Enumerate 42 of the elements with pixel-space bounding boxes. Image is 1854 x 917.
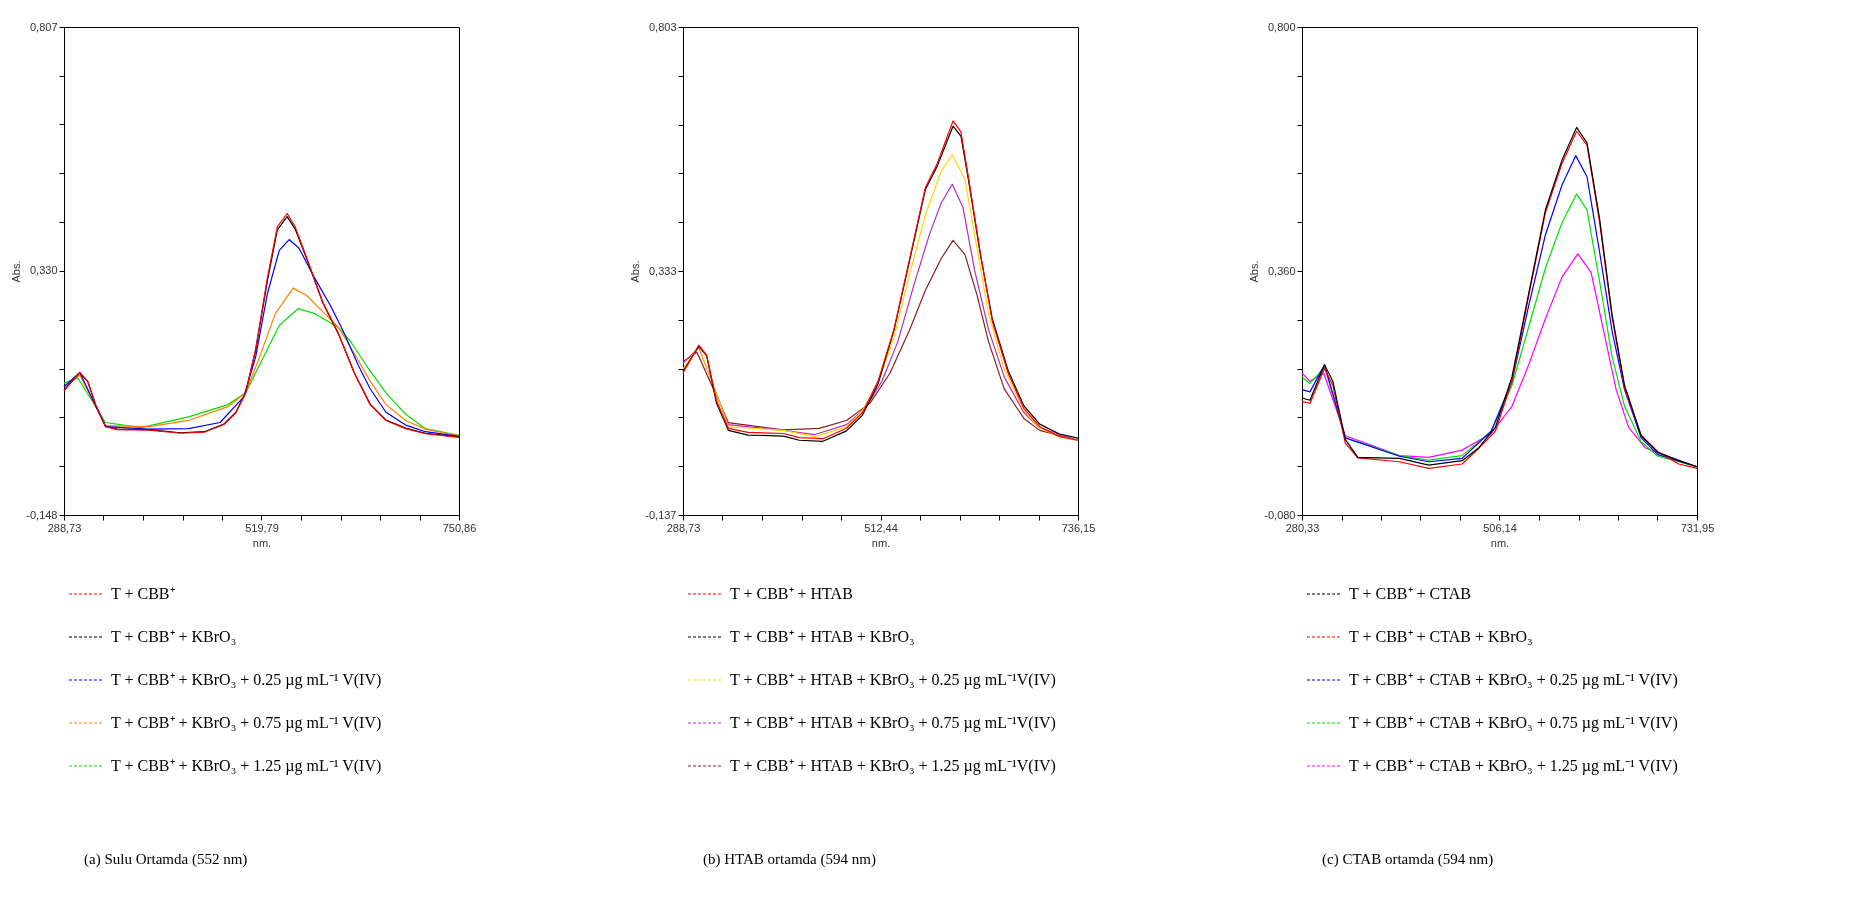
y-tick-label: -0,137 [645, 508, 677, 521]
x-axis-title: nm. [1490, 536, 1510, 549]
legend-label: T + CBB⁺ + HTAB + KBrO₃ + 0.75 µg mL⁻¹V(IV) [730, 714, 1056, 732]
x-tick-label: 506,14 [1483, 521, 1517, 534]
y-tick-label: 0,800 [1267, 20, 1296, 33]
x-tick-label: 288,73 [666, 521, 701, 534]
x-tick-label: 288,73 [47, 521, 82, 534]
y-axis-title: Abs. [629, 260, 642, 283]
y-axis-title: Abs. [10, 260, 23, 283]
x-tick-label: 280,33 [1285, 521, 1320, 534]
legend-label: T + CBB⁺ [111, 585, 175, 602]
legend-label: T + CBB⁺ + CTAB + KBrO₃ [1349, 628, 1533, 645]
y-tick-label: 0,333 [648, 264, 677, 277]
y-tick-label: -0,080 [1264, 508, 1296, 521]
x-tick-label: 731,95 [1680, 521, 1715, 534]
x-axis-title: nm. [252, 536, 272, 549]
y-tick-label: -0,148 [26, 508, 58, 521]
legend-label: T + CBB⁺ + HTAB [730, 585, 853, 602]
legend-label: T + CBB⁺ + HTAB + KBrO₃ + 0.25 µg mL⁻¹V(IV) [730, 671, 1056, 689]
x-axis-title: nm. [871, 536, 891, 549]
legend-label: T + CBB⁺ + CTAB + KBrO₃ + 1.25 µg mL⁻¹ V(IV) [1349, 757, 1678, 775]
x-tick-label: 512,44 [864, 521, 898, 534]
legend-label: T + CBB⁺ + KBrO₃ + 1.25 µg mL⁻¹ V(IV) [111, 757, 382, 775]
legend-label: T + CBB⁺ + KBrO₃ [111, 628, 237, 645]
legend-label: T + CBB⁺ + KBrO₃ + 0.25 µg mL⁻¹ V(IV) [111, 671, 382, 689]
x-tick-label: 519,79 [245, 521, 279, 534]
legend-label: T + CBB⁺ + HTAB + KBrO₃ [730, 628, 915, 645]
x-tick-label: 750,86 [442, 521, 477, 534]
x-tick-label: 736,15 [1061, 521, 1096, 534]
y-tick-label: 0,330 [29, 264, 58, 277]
y-tick-label: 0,807 [29, 20, 58, 33]
legend-label: T + CBB⁺ + CTAB [1349, 585, 1471, 602]
y-tick-label: 0,360 [1267, 264, 1296, 277]
y-axis-title: Abs. [1248, 260, 1261, 283]
legend-label: T + CBB⁺ + CTAB + KBrO₃ + 0.25 µg mL⁻¹ V(IV) [1349, 671, 1678, 689]
text: (b) HTAB ortamda (594 nm) [703, 851, 876, 868]
text: (c) CTAB ortamda (594 nm) [1322, 851, 1494, 868]
text: (a) Sulu Ortamda (552 nm) [84, 851, 248, 868]
legend-label: T + CBB⁺ + KBrO₃ + 0.75 µg mL⁻¹ V(IV) [111, 714, 382, 732]
legend-label: T + CBB⁺ + CTAB + KBrO₃ + 0.75 µg mL⁻¹ V(IV) [1349, 714, 1678, 732]
legend-label: T + CBB⁺ + HTAB + KBrO₃ + 1.25 µg mL⁻¹V(IV) [730, 757, 1056, 775]
y-tick-label: 0,803 [648, 20, 677, 33]
